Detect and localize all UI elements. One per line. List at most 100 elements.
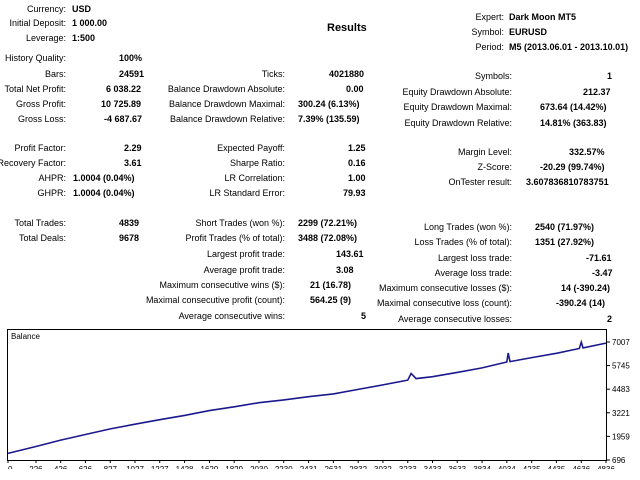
ahpr-value: 1.0004 (0.04%) (73, 173, 135, 183)
x-tick-label: 426 (54, 465, 68, 469)
x-tick-label: 1829 (225, 465, 243, 469)
x-tick-label: 4034 (498, 465, 516, 469)
history-quality-value: 100% (119, 53, 143, 63)
leverage-value: 1:500 (72, 33, 96, 43)
balance-dd-abs-label: Balance Drawdown Absolute: (167, 84, 285, 94)
ghpr-label: GHPR: (37, 188, 66, 198)
expert-value: Dark Moon MT5 (509, 12, 577, 22)
profit-factor-value: 2.29 (124, 143, 142, 153)
avg-loss-label: Average loss trade: (434, 268, 512, 278)
equity-dd-abs-value: 212.37 (583, 87, 611, 97)
largest-profit-value: 143.61 (336, 249, 364, 259)
ahpr-label: AHPR: (38, 173, 66, 183)
balance-dd-max-label: Balance Drawdown Maximal: (168, 99, 285, 109)
x-tick-label: 626 (79, 465, 93, 469)
symbols-value: 1 (607, 71, 613, 81)
avg-cons-wins-value: 5 (361, 311, 367, 321)
leverage-label: Leverage: (25, 33, 66, 43)
total-net-profit-label: Total Net Profit: (4, 84, 66, 94)
max-cons-wins-label: Maximum consecutive wins ($): (159, 280, 285, 290)
x-axis: 0 226 426 626 827 1027 1227 1428 1629 1829 2030 223… (7, 460, 615, 469)
sharpe-ratio-label: Sharpe Ratio: (229, 158, 285, 168)
maximal-cons-loss-label: Maximal consecutive loss (count): (376, 298, 512, 308)
avg-profit-label: Average profit trade: (203, 265, 285, 275)
expected-payoff-value: 1.25 (348, 143, 366, 153)
total-deals-label: Total Deals: (18, 233, 66, 243)
avg-cons-losses-value: 2 (607, 314, 613, 324)
short-trades-label: Short Trades (won %): (195, 218, 285, 228)
x-tick-label: 4235 (523, 465, 541, 469)
x-tick-label: 2030 (250, 465, 268, 469)
maximal-cons-profit-label: Maximal consecutive profit (count): (145, 295, 285, 305)
largest-loss-label: Largest loss trade: (437, 253, 512, 263)
z-score-label: Z-Score: (477, 162, 512, 172)
x-tick-label: 2230 (275, 465, 293, 469)
y-tick-label: 696 (612, 456, 626, 465)
largest-loss-value: -71.61 (586, 253, 612, 263)
balance-chart-svg: Balance 0 226 426 626 827 1027 1227 1428 1629 182… (7, 329, 630, 469)
balance-chart: Balance 0 226 426 626 827 1027 1227 1428 1629 182… (7, 329, 634, 469)
total-net-profit-value: 6 038.22 (106, 84, 142, 94)
avg-cons-losses-label: Average consecutive losses: (398, 314, 512, 324)
gross-loss-value: -4 687.67 (104, 114, 143, 124)
total-trades-label: Total Trades: (14, 218, 66, 228)
profit-trades-value: 3488 (72.08%) (298, 233, 358, 243)
expected-payoff-label: Expected Payoff: (217, 143, 285, 153)
currency-label: Currency: (26, 4, 66, 14)
x-tick-label: 0 (8, 465, 13, 469)
short-trades-value: 2299 (72.21%) (298, 218, 358, 228)
ticks-value: 4021880 (329, 69, 365, 79)
y-tick-label: 7007 (612, 338, 630, 347)
maximal-cons-profit-value: 564.25 (9) (310, 295, 352, 305)
history-quality-label: History Quality: (4, 53, 66, 63)
equity-dd-rel-label: Equity Drawdown Relative: (404, 118, 512, 128)
ghpr-value: 1.0004 (0.04%) (73, 188, 135, 198)
x-tick-label: 1227 (151, 465, 169, 469)
x-tick-label: 2431 (300, 465, 318, 469)
x-tick-label: 1027 (126, 465, 144, 469)
y-tick-label: 1959 (612, 432, 630, 441)
profit-trades-label: Profit Trades (% of total): (185, 233, 285, 243)
period-value: M5 (2013.06.01 - 2013.10.01) (509, 42, 629, 52)
total-deals-value: 9678 (119, 233, 140, 243)
x-tick-label: 2631 (324, 465, 342, 469)
x-tick-label: 3433 (424, 465, 442, 469)
x-tick-label: 3633 (448, 465, 466, 469)
x-tick-label: 1629 (201, 465, 219, 469)
x-tick-label: 1428 (176, 465, 194, 469)
x-tick-label: 3032 (374, 465, 392, 469)
sharpe-ratio-value: 0.16 (348, 158, 366, 168)
symbol-value: EURUSD (509, 27, 548, 37)
gross-profit-value: 10 725.89 (101, 99, 142, 109)
maximal-cons-loss-value: -390.24 (14) (556, 298, 606, 308)
lr-standard-error-label: LR Standard Error: (209, 188, 285, 198)
lr-correlation-label: LR Correlation: (224, 173, 285, 183)
avg-cons-wins-label: Average consecutive wins: (178, 311, 285, 321)
expert-label: Expert: (475, 12, 504, 22)
y-axis: 7007 5745 4483 3221 1959 696 (606, 338, 630, 465)
equity-dd-abs-label: Equity Drawdown Absolute: (402, 87, 512, 97)
bars-value: 24591 (119, 69, 145, 79)
max-cons-losses-label: Maximum consecutive losses ($): (378, 283, 512, 293)
long-trades-label: Long Trades (won %): (423, 222, 512, 232)
loss-trades-label: Loss Trades (% of total): (414, 237, 512, 247)
avg-loss-value: -3.47 (592, 268, 613, 278)
lr-standard-error-value: 79.93 (343, 188, 366, 198)
max-cons-wins-value: 21 (16.78) (310, 280, 352, 290)
profit-factor-label: Profit Factor: (14, 143, 66, 153)
margin-level-label: Margin Level: (457, 147, 512, 157)
balance-dd-rel-value: 7.39% (135.59) (298, 114, 360, 124)
symbols-label: Symbols: (474, 71, 512, 81)
equity-dd-max-label: Equity Drawdown Maximal: (403, 102, 512, 112)
y-tick-label: 5745 (612, 362, 630, 371)
bars-label: Bars: (44, 69, 66, 79)
report-title: Results (327, 22, 367, 34)
recovery-factor-label: Recovery Factor: (0, 158, 66, 168)
plot-area (7, 329, 607, 461)
x-tick-label: 827 (104, 465, 118, 469)
y-tick-label: 3221 (612, 409, 630, 418)
long-trades-value: 2540 (71.97%) (535, 222, 595, 232)
equity-dd-max-value: 673.64 (14.42%) (540, 102, 607, 112)
x-tick-label: 4435 (548, 465, 566, 469)
largest-profit-label: Largest profit trade: (206, 249, 285, 259)
